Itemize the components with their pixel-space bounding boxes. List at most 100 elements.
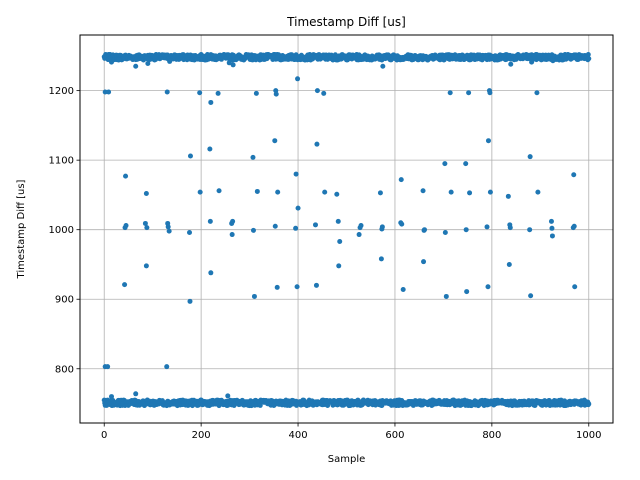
data-point xyxy=(144,225,150,231)
data-point xyxy=(293,225,299,231)
data-point xyxy=(229,232,235,238)
x-tick-label: 600 xyxy=(385,430,404,441)
data-point xyxy=(312,222,318,228)
data-point xyxy=(187,298,193,304)
data-point xyxy=(207,146,213,152)
data-point xyxy=(165,224,171,230)
y-axis-label: Timestamp Diff [us] xyxy=(16,179,27,279)
data-point xyxy=(487,189,493,195)
x-tick-label: 400 xyxy=(288,430,307,441)
data-point xyxy=(145,61,151,67)
data-point xyxy=(143,191,149,197)
data-point xyxy=(507,225,513,231)
data-point xyxy=(334,191,340,197)
x-axis-label: Sample xyxy=(328,454,366,465)
data-point xyxy=(358,223,364,229)
plot-frame xyxy=(79,34,614,424)
band-point xyxy=(586,56,592,62)
data-point xyxy=(313,282,319,288)
data-point xyxy=(166,228,172,234)
data-point xyxy=(527,227,533,233)
data-point xyxy=(487,90,493,96)
data-point xyxy=(208,99,214,105)
data-point xyxy=(164,364,170,370)
data-point xyxy=(230,62,236,68)
data-point xyxy=(251,293,257,299)
data-point xyxy=(466,90,472,96)
x-tick-label: 0 xyxy=(101,430,107,441)
data-point xyxy=(215,90,221,96)
data-point xyxy=(109,394,114,400)
data-point xyxy=(123,223,129,229)
data-point xyxy=(420,188,426,194)
data-point xyxy=(399,221,405,227)
data-point xyxy=(116,57,122,63)
data-point xyxy=(463,227,469,233)
data-point xyxy=(230,218,236,224)
data-point xyxy=(133,391,139,397)
y-tick-label: 800 xyxy=(55,364,74,375)
data-point xyxy=(508,61,514,67)
data-point xyxy=(528,293,534,299)
data-point xyxy=(225,393,231,399)
data-point xyxy=(295,76,301,82)
data-point xyxy=(336,263,342,269)
data-point xyxy=(272,138,278,144)
data-point xyxy=(164,89,170,95)
data-point xyxy=(122,282,128,288)
data-point xyxy=(314,141,320,147)
data-point xyxy=(398,177,404,183)
y-tick-label: 900 xyxy=(55,295,74,306)
data-point xyxy=(534,90,540,96)
data-point xyxy=(208,270,214,276)
data-point xyxy=(275,189,281,195)
data-point xyxy=(335,218,341,224)
data-point xyxy=(442,229,448,235)
axis-ticks: 0 200 400 600 800 1000 800 900 1000 1100 1200 xyxy=(49,86,602,441)
data-point xyxy=(377,190,383,196)
data-point xyxy=(549,233,555,239)
data-point xyxy=(485,138,491,144)
x-tick-label: 200 xyxy=(192,430,211,441)
data-markers xyxy=(101,51,592,409)
data-point xyxy=(400,286,406,292)
data-point xyxy=(467,190,473,196)
data-point xyxy=(207,218,213,224)
data-point xyxy=(250,227,256,233)
data-point xyxy=(273,91,279,97)
data-point xyxy=(314,88,320,94)
data-point xyxy=(421,259,427,265)
data-point xyxy=(535,189,541,195)
plot-area xyxy=(80,35,613,423)
data-point xyxy=(133,63,139,69)
data-point xyxy=(167,58,173,64)
data-point xyxy=(527,154,533,160)
data-point xyxy=(272,223,278,229)
data-point xyxy=(463,161,469,167)
data-point xyxy=(294,284,300,290)
data-point xyxy=(422,227,428,233)
data-point xyxy=(322,189,328,195)
data-point xyxy=(109,59,114,65)
data-point xyxy=(187,229,193,235)
data-point xyxy=(529,59,535,65)
data-point xyxy=(549,225,555,231)
data-point xyxy=(378,256,384,262)
x-tick-label: 1000 xyxy=(576,430,601,441)
data-point xyxy=(380,63,386,69)
data-point xyxy=(571,223,577,229)
data-point xyxy=(123,173,129,179)
data-point xyxy=(505,193,511,199)
data-point xyxy=(379,224,385,230)
band-point xyxy=(586,401,592,407)
data-point xyxy=(293,171,299,177)
data-point xyxy=(187,153,193,159)
data-point xyxy=(337,239,343,245)
data-point xyxy=(106,89,112,95)
data-point xyxy=(484,224,490,230)
data-point xyxy=(572,284,578,290)
data-point xyxy=(356,232,362,238)
data-point xyxy=(216,188,222,194)
y-tick-label: 1000 xyxy=(49,225,74,236)
